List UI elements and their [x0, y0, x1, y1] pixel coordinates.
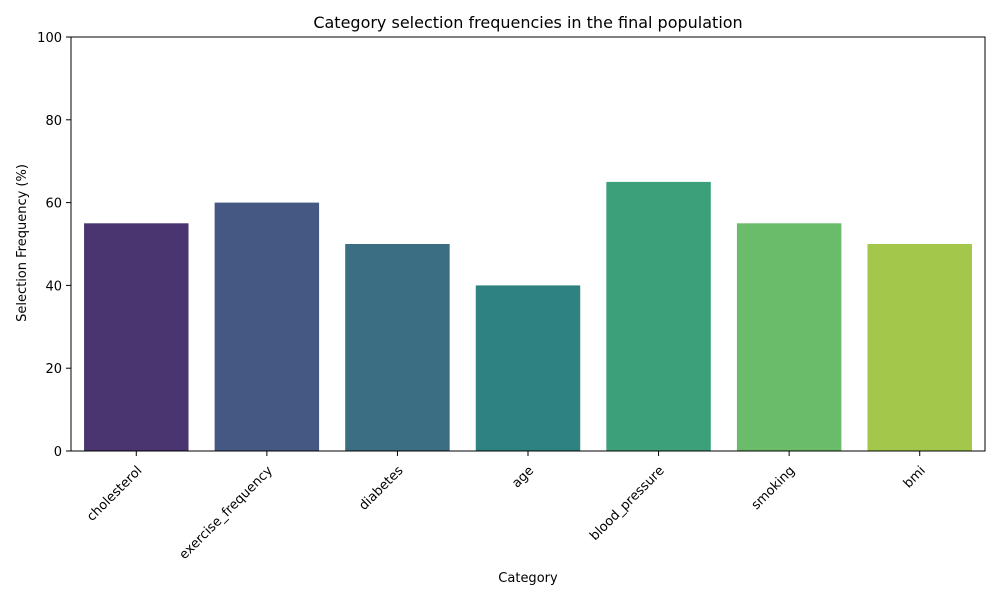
bar-bmi	[867, 244, 972, 451]
x-tick-label: exercise_frequency	[177, 463, 276, 562]
x-tick-label: smoking	[749, 463, 799, 513]
bar-diabetes	[345, 244, 450, 451]
bar-age	[475, 285, 581, 451]
bar-smoking	[736, 223, 842, 451]
bar-cholesterol	[84, 223, 189, 451]
bar-exercise-frequency	[214, 202, 320, 451]
y-tick-label: 40	[45, 279, 62, 294]
y-tick-label: 0	[54, 445, 62, 460]
bar-blood-pressure	[606, 181, 711, 451]
x-tick-label: cholesterol	[84, 463, 145, 524]
x-tick-label: age	[509, 463, 537, 491]
y-tick-label: 60	[45, 197, 62, 212]
x-tick-label: diabetes	[356, 463, 406, 513]
y-tick-label: 100	[37, 31, 62, 46]
y-axis-label: Selection Frequency (%)	[15, 164, 30, 322]
y-tick-label: 20	[45, 362, 62, 377]
x-tick-label: bmi	[901, 463, 929, 491]
y-tick-label: 80	[45, 114, 62, 129]
x-tick-label: blood_pressure	[587, 463, 667, 543]
bars-layer	[84, 181, 972, 451]
chart-title: Category selection frequencies in the fi…	[313, 13, 742, 32]
x-axis-label: Category	[498, 571, 558, 586]
